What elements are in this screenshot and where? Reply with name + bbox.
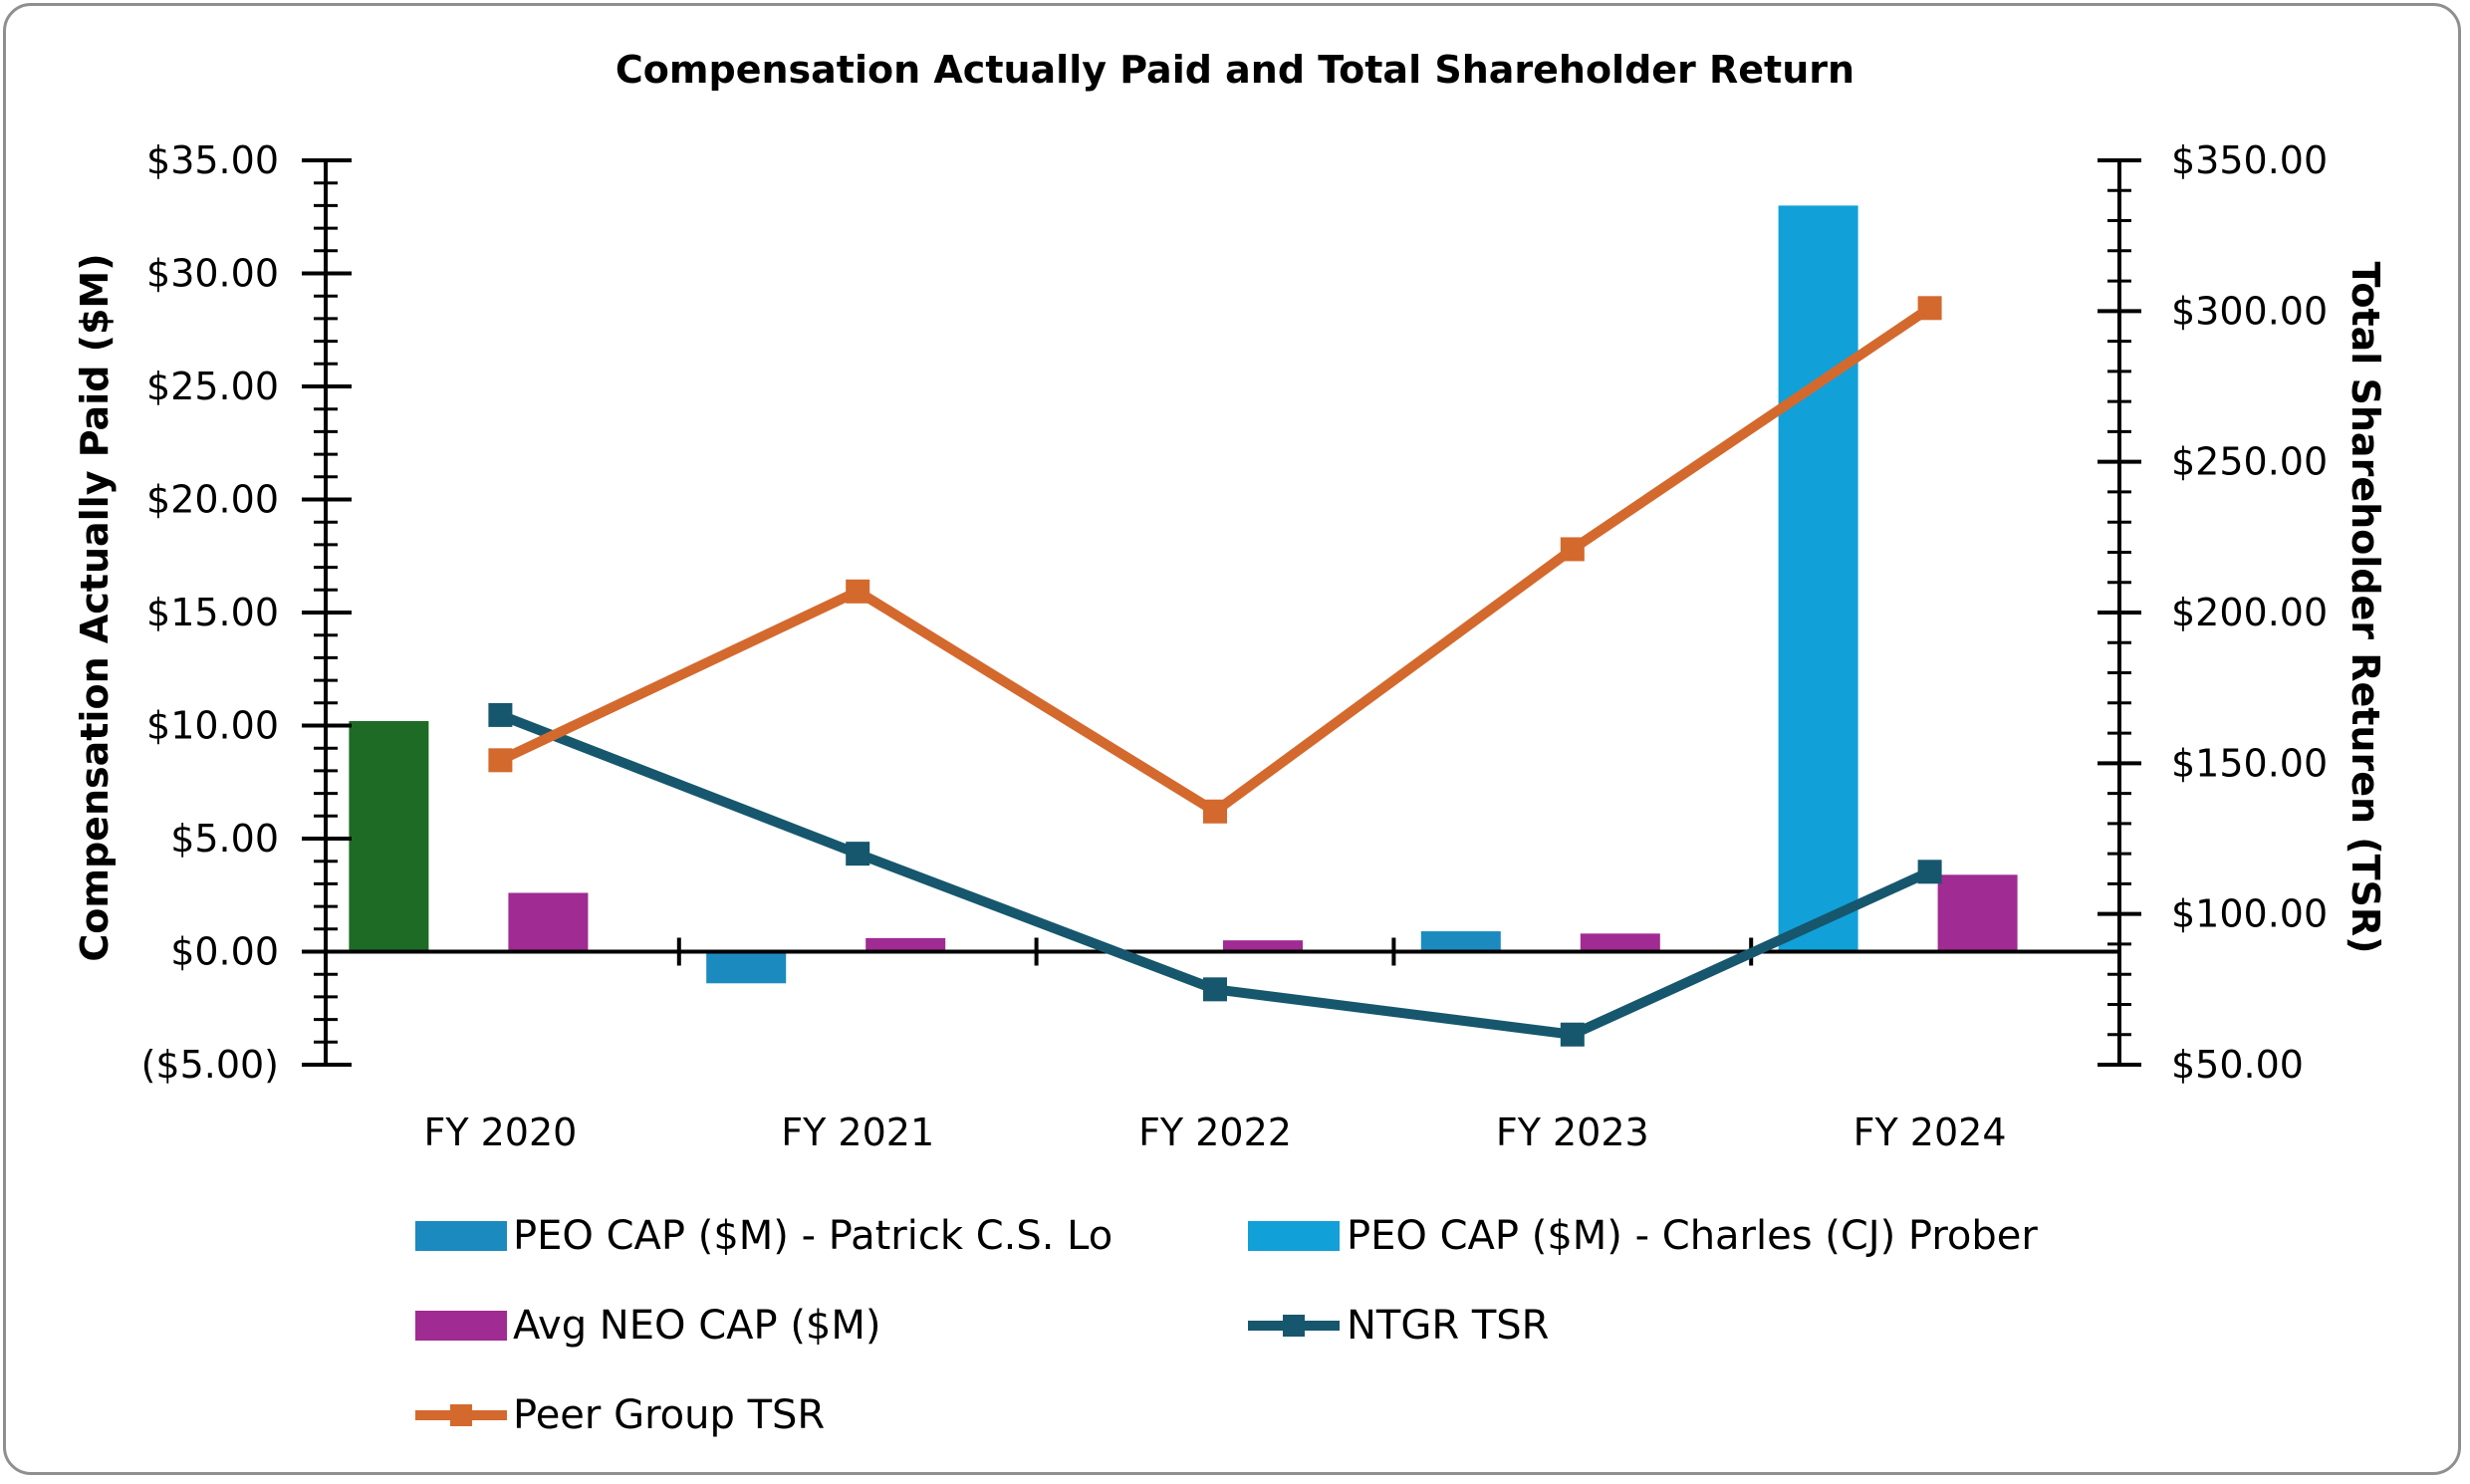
legend-swatch-avg-neo [415,1311,507,1341]
legend-label-avg-neo: Avg NEO CAP ($M) [513,1303,881,1349]
bar-series2-cat3 [1580,933,1660,952]
y2-tick-label-2: $250.00 [2171,440,2328,484]
bar-series0-cat0 [349,720,429,952]
y-tick-label-2: $25.00 [146,365,279,408]
y-tick-label-8: ($5.00) [141,1043,279,1087]
bar-series2-cat4 [1937,874,2018,952]
marker-series3-cat1 [846,842,870,866]
bar-series0-cat3 [1420,931,1501,952]
bar-series2-cat0 [508,892,589,952]
x-tick-label-4: FY 2024 [1853,1111,2007,1154]
x-tick-label-3: FY 2023 [1496,1111,1649,1154]
axes-layer: $35.00 $30.00 $25.00 $20.00 $15.00 $10.00 $5.0… [141,138,2329,1154]
y-tick-label-6: $5.00 [170,817,279,861]
chart-title: Compensation Actually Paid and Total Sha… [616,48,1854,92]
y-tick-label-3: $20.00 [146,478,279,522]
y-tick-label-7: $0.00 [170,930,279,974]
y2-tick-label-4: $150.00 [2171,741,2328,785]
legend-swatch-cj-prober [1248,1221,1340,1251]
legend: PEO CAP ($M) - Patrick C.S. Lo PEO CAP (… [415,1213,2038,1438]
y-axis-title: Compensation Actually Paid ($M) [73,253,117,961]
y2-tick-label-0: $350.00 [2171,138,2328,182]
marker-series4-cat1 [846,579,870,604]
lines-layer [488,296,1942,1047]
legend-label-patrick-lo: PEO CAP ($M) - Patrick C.S. Lo [513,1213,1112,1259]
y2-axis-title: Total Shareholder Returen (TSR) [2344,261,2387,953]
y2-tick-label-3: $200.00 [2171,591,2328,634]
y2-tick-label-1: $300.00 [2171,289,2328,333]
line-series-4 [495,303,1935,817]
bar-series0-cat1 [706,951,787,984]
legend-marker-ntgr [1283,1315,1305,1337]
x-tick-label-1: FY 2021 [781,1111,934,1154]
x-tick-label-2: FY 2022 [1138,1111,1292,1154]
marker-series4-cat3 [1560,537,1585,562]
bar-series2-cat1 [865,937,946,952]
x-tick-label-0: FY 2020 [423,1111,577,1154]
y-tick-label-1: $30.00 [146,252,279,296]
marker-series3-cat3 [1560,1022,1585,1047]
bars-layer [349,205,2018,984]
y2-tick-label-5: $100.00 [2171,892,2328,936]
legend-label-ntgr: NTGR TSR [1347,1303,1549,1349]
legend-swatch-patrick-lo [415,1221,507,1251]
y-tick-label-0: $35.00 [146,138,279,182]
marker-series3-cat0 [488,702,513,727]
legend-marker-peer [450,1404,472,1426]
legend-label-cj-prober: PEO CAP ($M) - Charles (CJ) Prober [1347,1213,2038,1259]
marker-series4-cat4 [1917,296,1942,321]
y-tick-label-5: $10.00 [146,704,279,748]
marker-series3-cat2 [1203,977,1227,1002]
y2-tick-label-6: $50.00 [2171,1043,2304,1087]
y-tick-label-4: $15.00 [146,591,279,634]
marker-series4-cat2 [1203,799,1227,824]
bar-series2-cat2 [1223,940,1303,952]
legend-label-peer: Peer Group TSR [513,1392,825,1438]
bar-series1-cat4 [1778,205,1858,952]
marker-series3-cat4 [1917,860,1942,884]
marker-series4-cat0 [488,748,513,773]
